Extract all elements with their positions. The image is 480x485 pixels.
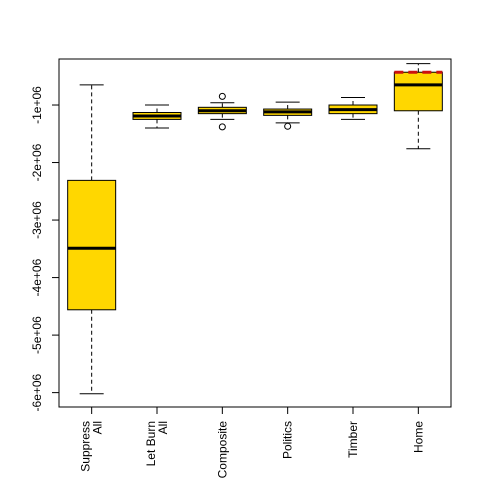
x-tick-label: Suppress [79,421,93,472]
box-6 [393,63,443,150]
box-5 [328,97,378,120]
box-3 [197,92,247,131]
outlier-point [218,92,226,100]
box-4 [263,101,313,130]
iqr-box [393,71,443,112]
y-axis: -6e+06 -5e+06 -4e+06 -3e+06 -2e+06 -1e+06 [30,86,59,411]
y-tick-label: -1e+06 [30,86,44,124]
x-tick-label: All [91,421,105,434]
x-tick-label: Timber [346,421,360,458]
box-series [67,63,443,395]
outlier-point [284,122,292,130]
iqr-box [67,179,117,311]
y-tick-label: -5e+06 [30,316,44,354]
x-tick-label: Composite [215,421,229,479]
box-1 [67,84,117,395]
x-tick-label: Let Burn [144,421,158,466]
y-tick-label: -3e+06 [30,201,44,239]
box-2 [132,104,182,129]
plot-frame [58,58,452,408]
y-tick-label: -2e+06 [30,143,44,181]
y-tick-label: -4e+06 [30,258,44,296]
outlier-point [218,123,226,131]
x-tick-label: All [156,421,170,434]
x-tick-label: Politics [281,421,295,459]
x-tick-label: Home [411,421,425,453]
y-tick-label: -6e+06 [30,373,44,411]
